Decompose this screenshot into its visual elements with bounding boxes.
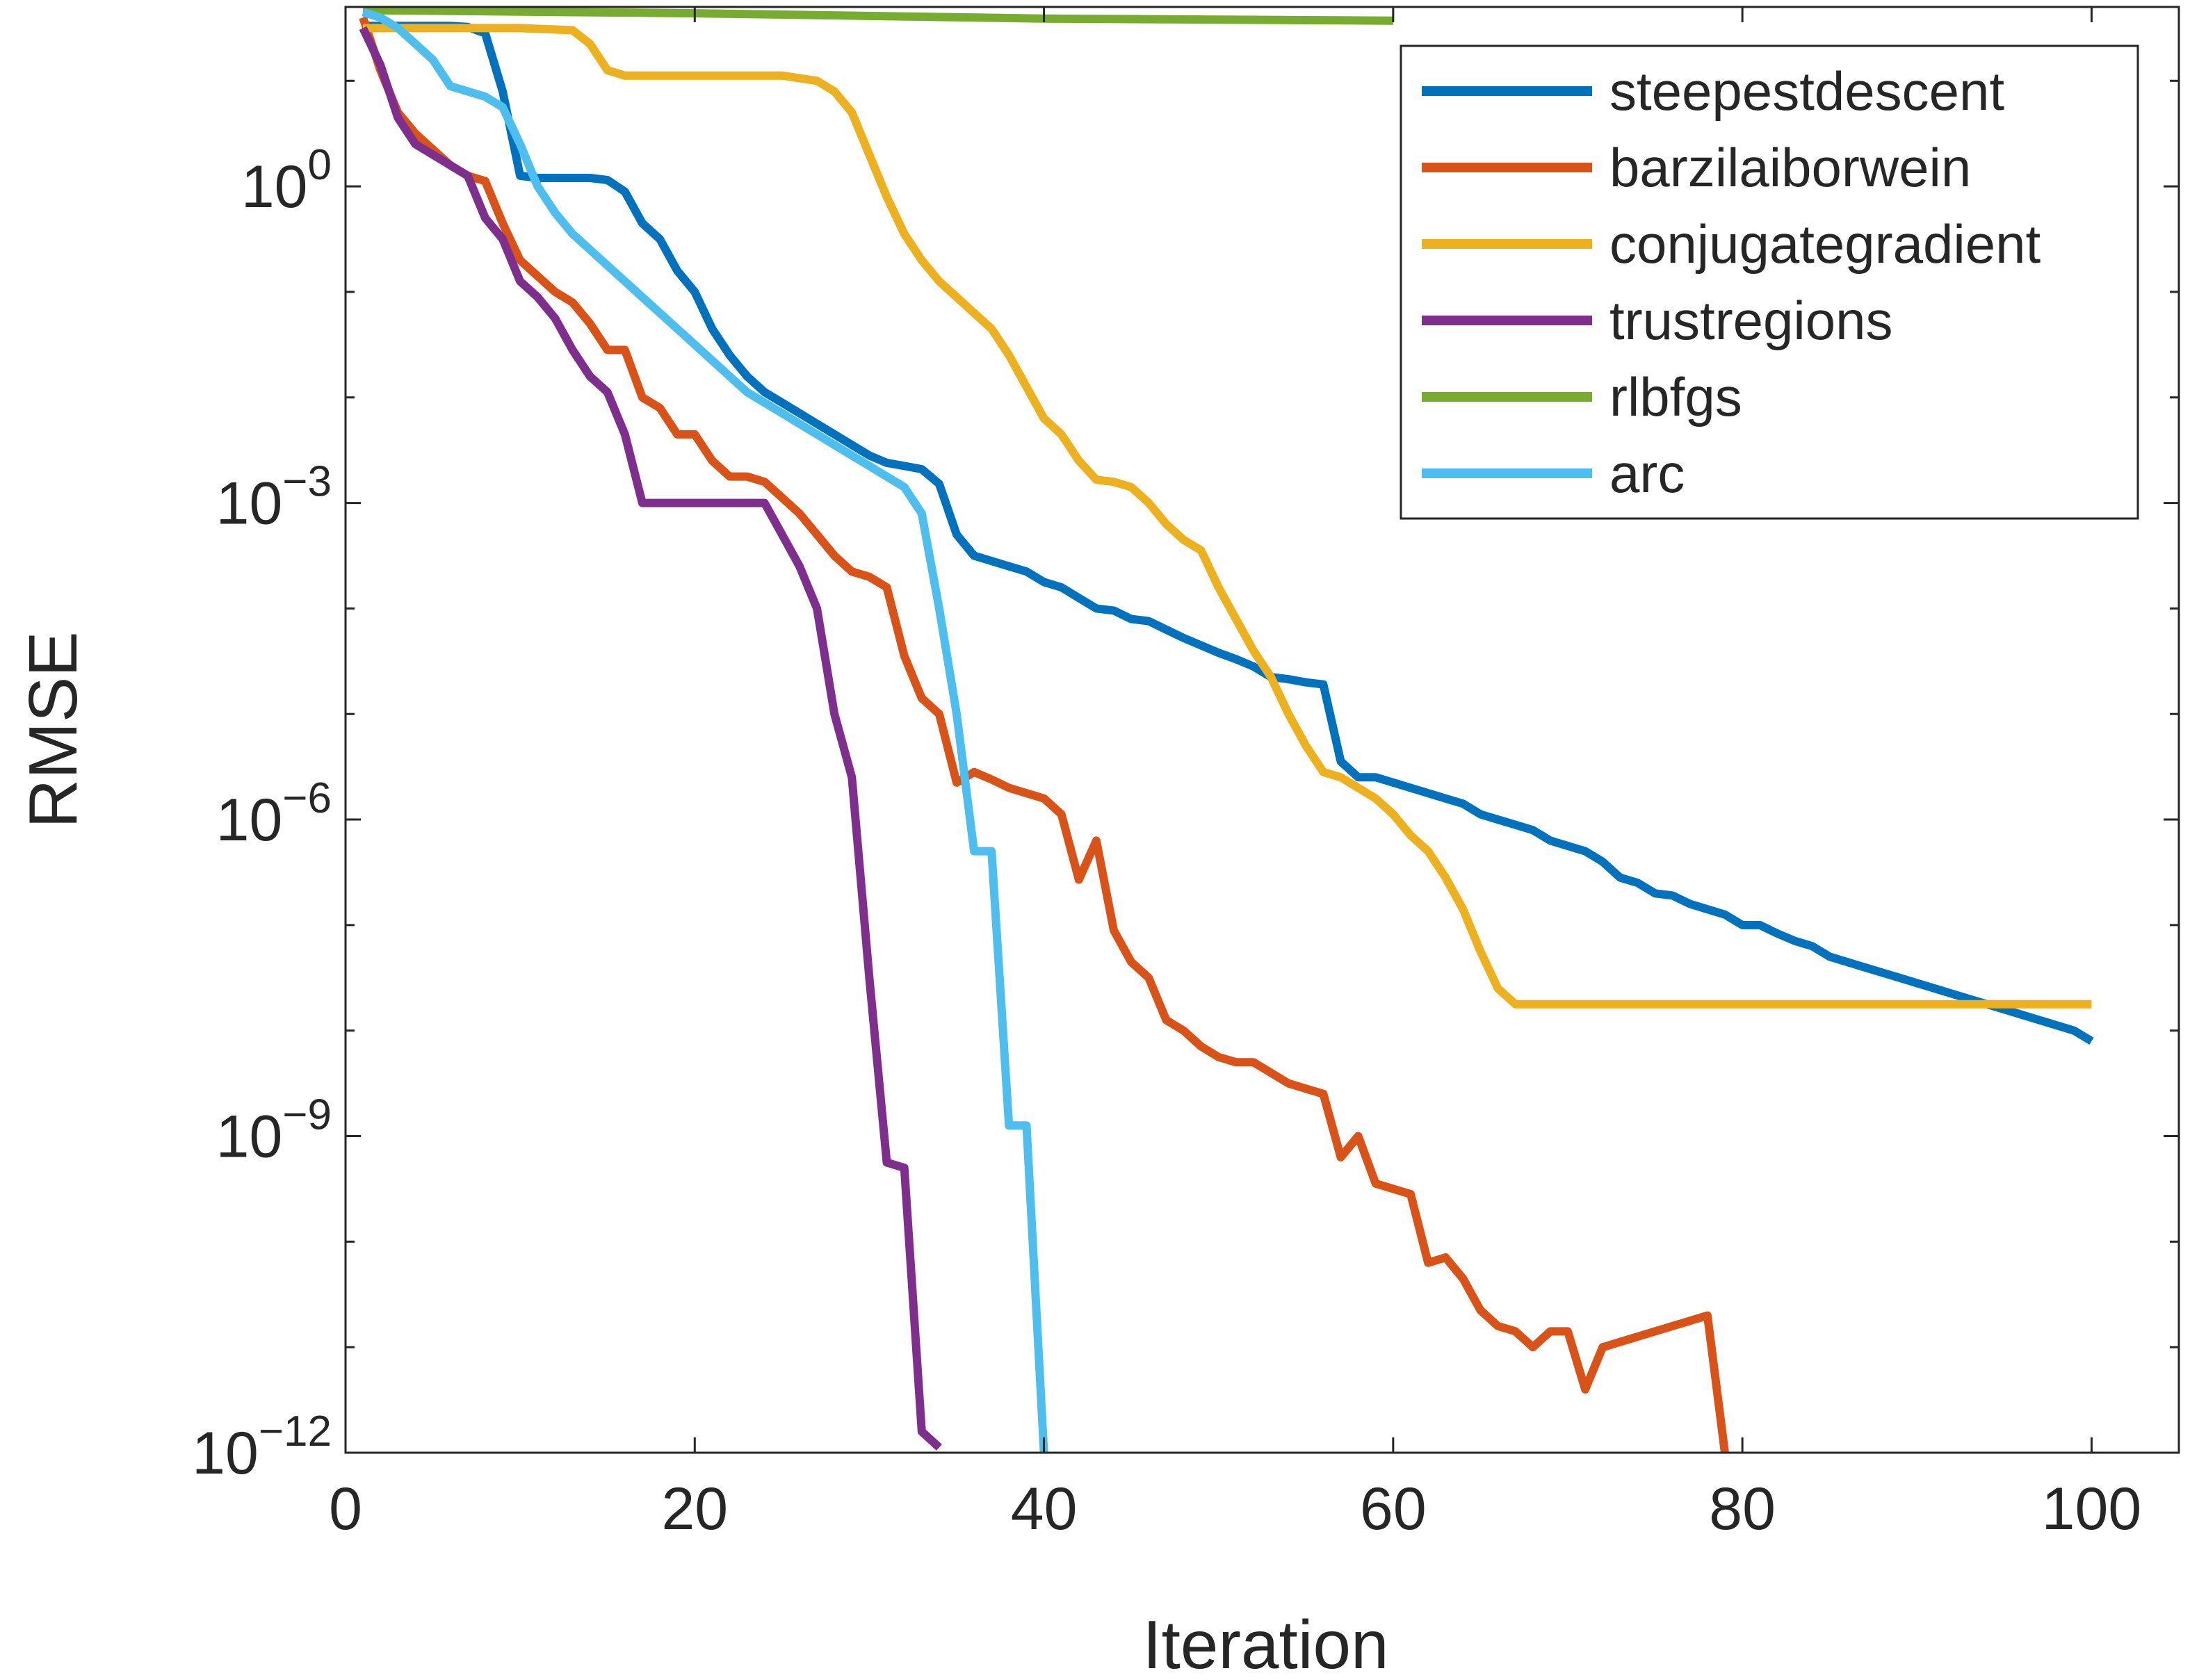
y-tick-exponent: 0 <box>308 141 332 189</box>
legend: steepestdescent barzilaiborwein conjugateg… <box>1400 44 2139 520</box>
y-tick-exponent: −3 <box>282 458 332 506</box>
legend-label-conjugategradient: conjugategradient <box>1609 213 2041 275</box>
y-tick-exponent: −6 <box>282 774 332 822</box>
axes-box <box>344 6 2180 1454</box>
y-tick-base: 10 <box>216 1104 283 1171</box>
series-line-barzilaiborwein <box>359 16 1729 1453</box>
legend-label-rlbfgs: rlbfgs <box>1609 366 1742 427</box>
series-line-trustregions <box>359 26 942 1451</box>
y-tick-label-base: 10−3 <box>216 458 332 537</box>
y-axis-title: RMSE <box>15 631 91 828</box>
x-tick-label: 40 <box>1011 1476 1078 1542</box>
y-tick-label-base: 10−12 <box>192 1408 332 1487</box>
x-tick-label: 20 <box>661 1476 728 1542</box>
y-tick-exponent: −12 <box>259 1408 332 1455</box>
y-tick-base: 10 <box>192 1420 259 1487</box>
legend-label-barzilaiborwein: barzilaiborwein <box>1609 137 1971 198</box>
y-tick-label: 100 <box>241 141 332 220</box>
legend-label-steepestdescent: steepestdescent <box>1609 60 2004 122</box>
series-line-rlbfgs <box>363 7 1393 25</box>
series-lines <box>359 7 2094 1453</box>
legend-label-trustregions: trustregions <box>1609 290 1893 351</box>
series-line-conjugategradient <box>363 24 2092 1009</box>
y-tick-label-base: 10−6 <box>216 774 332 854</box>
y-tick-base: 10 <box>216 471 283 537</box>
y-tick-exponent: −9 <box>282 1091 332 1139</box>
x-tick-label: 60 <box>1360 1476 1427 1542</box>
y-tick-base: 10 <box>216 787 283 854</box>
x-tick-label: 80 <box>1709 1476 1776 1542</box>
y-tick-base: 10 <box>241 154 308 220</box>
y-tick-label: 10−9 <box>216 1091 332 1171</box>
legend-box <box>1400 44 2139 520</box>
axes: 0 20 40 60 80 10010010−310−610−910−12Iteratio… <box>15 6 2180 1680</box>
x-tick-label: 0 <box>329 1476 362 1542</box>
legend-label-arc: arc <box>1609 443 1685 504</box>
y-tick-label: 10−12 <box>192 1408 332 1487</box>
y-tick-label-base: 100 <box>241 141 332 220</box>
x-tick-label: 100 <box>2042 1476 2142 1542</box>
series-line-arc <box>362 8 1048 1453</box>
y-tick-label-base: 10−9 <box>216 1091 332 1171</box>
x-axis-title: Iteration <box>1142 1606 1388 1680</box>
y-tick-label: 10−6 <box>216 774 332 854</box>
y-tick-label: 10−3 <box>216 458 332 537</box>
